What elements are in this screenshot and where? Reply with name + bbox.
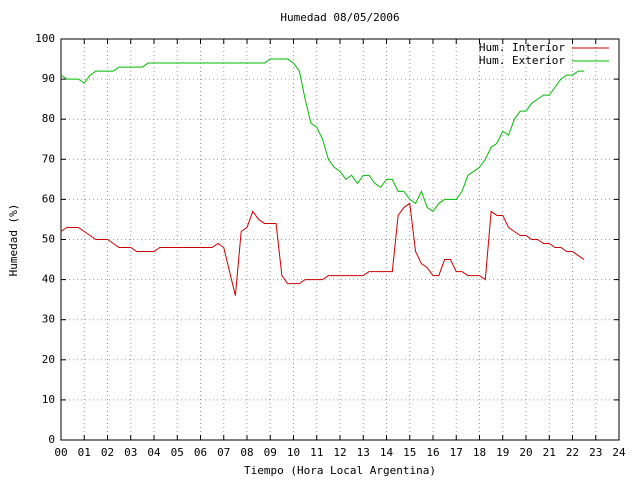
- x-axis-label: Tiempo (Hora Local Argentina): [244, 464, 436, 477]
- x-tick-label: 01: [78, 446, 91, 459]
- x-tick-label: 09: [264, 446, 277, 459]
- x-tick-label: 02: [101, 446, 114, 459]
- x-tick-label: 16: [426, 446, 439, 459]
- x-tick-label: 07: [217, 446, 230, 459]
- y-tick-label: 20: [42, 353, 55, 366]
- x-tick-label: 17: [450, 446, 463, 459]
- x-tick-label: 19: [496, 446, 509, 459]
- y-tick-label: 90: [42, 72, 55, 85]
- y-tick-label: 100: [35, 32, 55, 45]
- y-tick-label: 30: [42, 313, 55, 326]
- y-tick-label: 80: [42, 112, 55, 125]
- x-tick-label: 12: [333, 446, 346, 459]
- x-tick-label: 15: [403, 446, 416, 459]
- x-tick-label: 11: [310, 446, 323, 459]
- chart-title: Humedad 08/05/2006: [280, 11, 399, 24]
- data-line: [60, 58, 585, 213]
- x-tick-label: 14: [380, 446, 394, 459]
- legend-label: Hum. Exterior: [479, 54, 565, 67]
- x-tick-label: 00: [54, 446, 67, 459]
- data-line: [60, 202, 585, 296]
- x-tick-label: 18: [473, 446, 486, 459]
- x-tick-label: 04: [147, 446, 161, 459]
- x-tick-label: 05: [171, 446, 184, 459]
- x-tick-label: 03: [124, 446, 137, 459]
- y-tick-label: 70: [42, 152, 55, 165]
- x-tick-label: 20: [519, 446, 532, 459]
- y-tick-label: 50: [42, 233, 55, 246]
- x-tick-label: 23: [589, 446, 602, 459]
- y-tick-label: 40: [42, 273, 55, 286]
- y-tick-label: 10: [42, 393, 55, 406]
- x-tick-label: 08: [240, 446, 253, 459]
- x-tick-label: 24: [612, 446, 626, 459]
- x-tick-label: 10: [287, 446, 300, 459]
- legend-label: Hum. Interior: [479, 41, 565, 54]
- y-tick-label: 60: [42, 192, 55, 205]
- x-tick-label: 21: [543, 446, 556, 459]
- plot-frame: [60, 38, 620, 441]
- x-tick-label: 13: [357, 446, 370, 459]
- x-tick-label: 06: [194, 446, 207, 459]
- y-axis-label: Humedad (%): [7, 204, 20, 277]
- x-tick-label: 22: [566, 446, 579, 459]
- y-tick-label: 0: [48, 433, 55, 446]
